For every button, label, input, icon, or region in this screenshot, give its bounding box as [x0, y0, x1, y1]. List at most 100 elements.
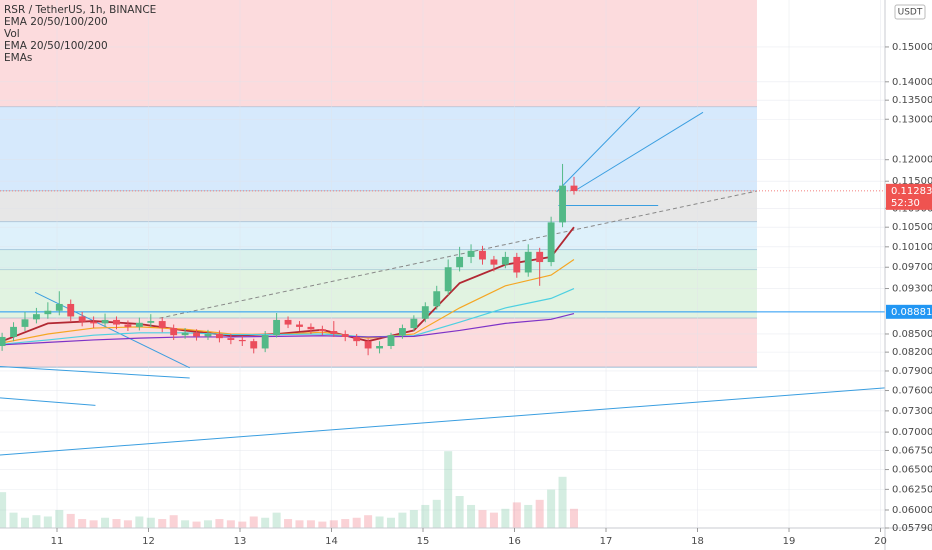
zone — [0, 249, 757, 270]
trendline — [0, 387, 886, 456]
volume-bar — [329, 520, 338, 528]
indicator-label: EMA 20/50/100/200 — [4, 16, 108, 28]
y-tick-label: 0.09700 — [892, 262, 932, 273]
candle-body — [90, 321, 98, 324]
volume-bar — [318, 521, 327, 528]
zone — [0, 269, 757, 319]
candle-body — [158, 321, 166, 329]
candle-body — [215, 333, 223, 339]
candle-body — [32, 314, 40, 320]
candle-body — [547, 222, 555, 263]
currency-box[interactable] — [894, 4, 926, 20]
y-tick-label: 0.10100 — [892, 242, 932, 253]
candle-body — [227, 338, 235, 340]
candle-body — [444, 267, 452, 292]
candle-body — [559, 185, 566, 223]
y-tick-label: 0.08200 — [892, 347, 932, 358]
y-tick-label: 0.10500 — [892, 222, 932, 233]
volume-bar — [569, 508, 578, 528]
y-tick-label: 0.08500 — [892, 329, 932, 340]
volume-bar — [135, 516, 144, 528]
candle-body — [330, 331, 338, 334]
y-tick-label: 0.11500 — [892, 176, 932, 187]
candle-body — [421, 306, 429, 319]
x-tick-label: 15 — [417, 536, 430, 547]
candle-body — [135, 322, 143, 327]
candle-body — [296, 324, 303, 327]
volume-bar — [284, 519, 293, 528]
volume-bar — [55, 510, 64, 528]
volume-bar — [306, 520, 315, 528]
candle-body — [261, 335, 269, 349]
zone — [0, 221, 757, 250]
y-tick-label: 0.15000 — [892, 42, 932, 53]
y-tick-label: 0.14000 — [892, 77, 932, 88]
y-tick-label: 0.07300 — [892, 406, 932, 417]
volume-bar — [249, 516, 258, 528]
trendline — [159, 190, 758, 319]
volume-bar — [0, 492, 7, 528]
ema-line — [2, 313, 575, 346]
candle-body — [0, 336, 6, 347]
currency-label[interactable]: USDT — [898, 8, 923, 18]
y-tick-label: 0.05790 — [892, 523, 932, 534]
y-tick-label: 0.06250 — [892, 484, 932, 495]
candle-body — [67, 303, 75, 317]
countdown: 52:30 — [891, 198, 920, 209]
volume-bar — [341, 519, 350, 528]
volume-bar — [203, 520, 212, 528]
y-tick-label: 0.12000 — [892, 155, 932, 166]
candle-body — [124, 324, 132, 327]
volume-bar — [226, 520, 235, 528]
candle-body — [387, 335, 395, 347]
volume-bar — [409, 510, 418, 528]
x-tick-label: 19 — [783, 536, 796, 547]
volume-bar — [432, 499, 441, 528]
volume-bar — [169, 515, 178, 528]
candle-body — [467, 250, 475, 257]
volume-bar — [364, 515, 373, 528]
candle-body — [376, 346, 383, 349]
volume-bar — [215, 519, 224, 528]
candle-body — [307, 326, 315, 330]
ema-line — [1, 258, 575, 344]
indicator-label: EMAs — [4, 52, 32, 64]
indicator-label: Vol — [4, 28, 20, 40]
y-tick-label: 0.06500 — [892, 465, 932, 476]
candle-body — [513, 256, 521, 273]
volume-bar — [295, 520, 304, 528]
candle-body — [456, 256, 464, 268]
y-tick-label: 0.07000 — [892, 427, 932, 438]
x-tick-label: 14 — [325, 536, 338, 547]
volume-bar — [272, 512, 281, 528]
trendline — [556, 106, 641, 193]
ema-line — [2, 287, 575, 345]
volume-bar — [478, 510, 487, 528]
candle-body — [570, 185, 578, 191]
volume-bar — [352, 517, 361, 528]
candle-body — [193, 332, 200, 337]
indicator-label: EMA 20/50/100/200 — [4, 40, 108, 52]
candle-body — [353, 336, 361, 342]
zone — [0, 318, 757, 368]
trendline — [576, 111, 704, 191]
candle-body — [433, 291, 441, 307]
volume-bar — [112, 519, 121, 528]
ema-line — [1, 226, 575, 343]
candle-body — [204, 333, 212, 337]
candle-body — [273, 319, 281, 336]
candle-body — [318, 329, 326, 332]
volume-bar — [547, 489, 556, 528]
x-tick-label: 16 — [508, 536, 521, 547]
y-tick-label: 0.06750 — [892, 445, 932, 456]
trendline — [0, 366, 190, 379]
volume-bar — [467, 504, 476, 528]
candle-body — [147, 321, 155, 323]
volume-bar — [444, 451, 453, 528]
volume-bar — [32, 515, 41, 528]
volume-bar — [78, 519, 87, 528]
volume-bar — [558, 476, 567, 528]
candle-body — [398, 328, 406, 336]
candle-body — [10, 326, 17, 337]
